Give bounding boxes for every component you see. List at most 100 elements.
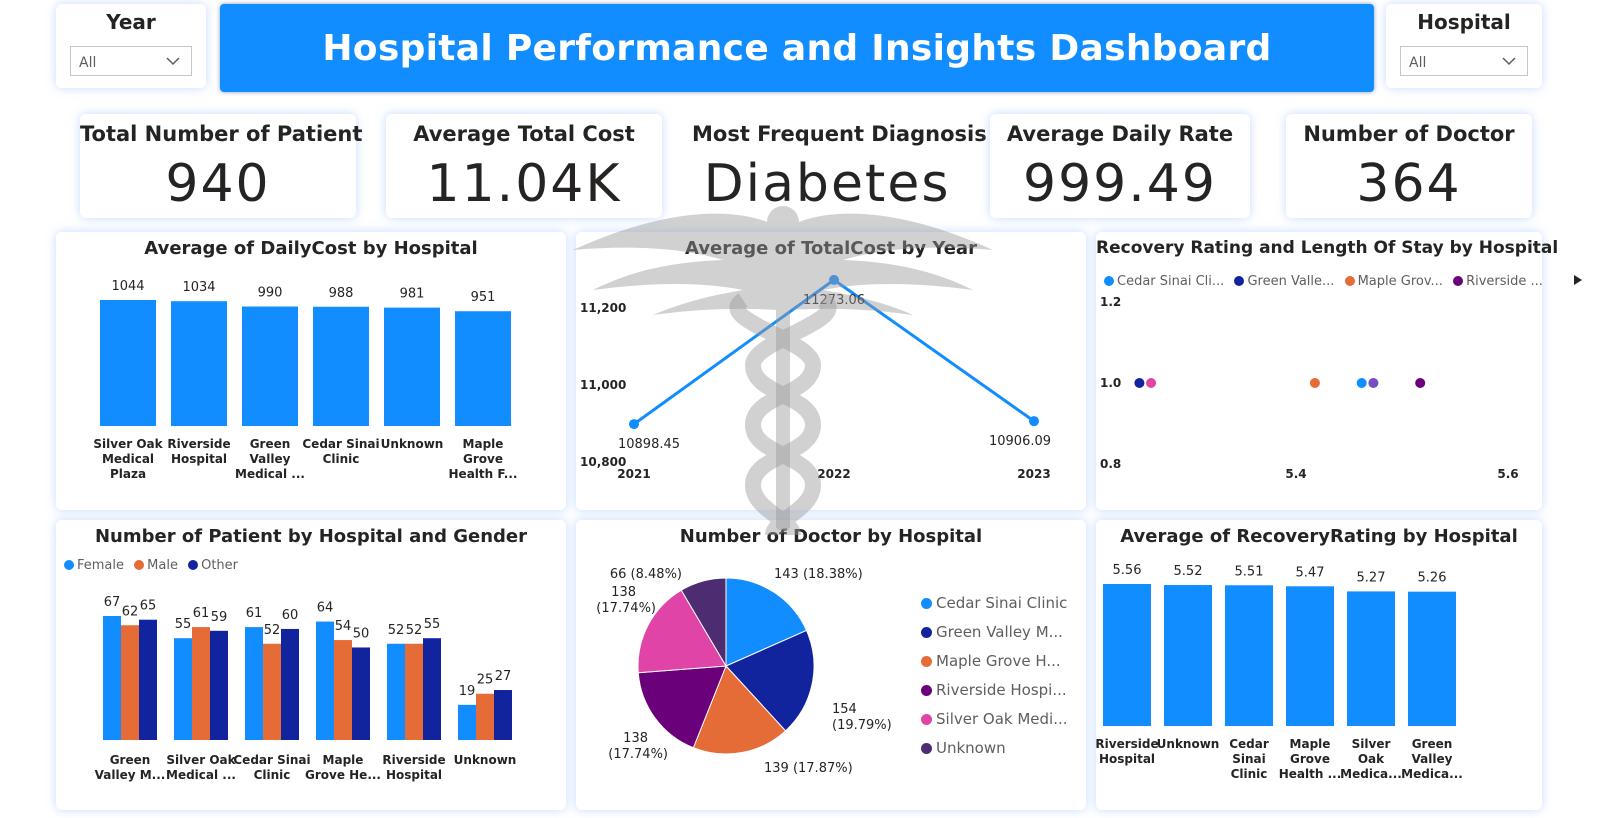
bar bbox=[242, 306, 298, 426]
kpi-title: Most Frequent Diagnosis bbox=[692, 122, 987, 146]
gender-legend: Female Male Other bbox=[64, 558, 244, 573]
pie-slice bbox=[725, 629, 815, 732]
x-tick-label: 2023 bbox=[1017, 467, 1050, 481]
bar bbox=[210, 630, 228, 740]
legend-item[interactable]: Riverside ... bbox=[1453, 274, 1543, 289]
y-tick-label: 11,000 bbox=[580, 378, 626, 392]
legend-item[interactable]: Cedar Sinai Cli... bbox=[1104, 274, 1224, 289]
legend-item[interactable]: Unknown bbox=[921, 739, 1068, 768]
data-label: 50 bbox=[353, 626, 370, 641]
legend-item[interactable]: Female bbox=[64, 558, 124, 573]
scatter-point bbox=[1415, 378, 1426, 388]
pie-slice bbox=[692, 665, 787, 755]
category-label: Hospital bbox=[1099, 752, 1155, 766]
legend-dot bbox=[921, 656, 932, 667]
legend-item[interactable]: Maple Grove H... bbox=[921, 652, 1068, 681]
recovery-los-chart[interactable]: Recovery Rating and Length Of Stay by Ho… bbox=[1096, 232, 1583, 510]
legend-label: Silver Oak Medi... bbox=[936, 710, 1068, 728]
category-label: Riverside bbox=[382, 753, 445, 767]
recovery-rating-chart[interactable]: Average of RecoveryRating by Hospital 5.… bbox=[1096, 520, 1542, 810]
kpi-most-frequent-diagnosis: Most Frequent Diagnosis Diabetes bbox=[692, 114, 987, 218]
data-label: 52 bbox=[388, 623, 405, 638]
chevron-down-icon bbox=[166, 57, 180, 66]
legend-item[interactable]: Silver Oak Medi... bbox=[921, 710, 1068, 739]
category-label: Cedar bbox=[1229, 737, 1269, 751]
kpi-title: Number of Doctor bbox=[1303, 122, 1515, 146]
chevron-down-icon bbox=[1502, 57, 1516, 66]
category-label: Valley bbox=[250, 452, 291, 466]
scatter-point bbox=[1146, 378, 1157, 388]
data-label: 55 bbox=[175, 617, 192, 632]
scatter-point bbox=[1134, 378, 1145, 388]
data-point bbox=[829, 274, 839, 285]
legend-dot bbox=[134, 560, 145, 570]
category-label: Grove bbox=[463, 452, 503, 466]
legend-dot bbox=[921, 685, 932, 696]
category-label: Green bbox=[110, 753, 151, 767]
data-label: 66 (8.48%) bbox=[610, 567, 682, 582]
legend-item[interactable]: Green Valley M... bbox=[921, 623, 1068, 652]
legend-next-icon[interactable] bbox=[1573, 274, 1583, 286]
x-tick-label: 5.6 bbox=[1497, 467, 1518, 481]
category-label: Clinic bbox=[1231, 767, 1268, 781]
data-label: 11273.06 bbox=[803, 293, 865, 308]
legend-item[interactable]: Maple Grov... bbox=[1344, 274, 1443, 289]
kpi-average-total-cost: Average Total Cost 11.04K bbox=[386, 114, 662, 218]
data-label: 1034 bbox=[182, 280, 215, 295]
legend-item[interactable]: Cedar Sinai Clinic bbox=[921, 594, 1068, 623]
category-label: Plaza bbox=[110, 467, 146, 481]
data-label: 61 bbox=[193, 606, 210, 621]
bar bbox=[281, 628, 299, 740]
bar bbox=[494, 690, 512, 740]
total-cost-year-chart[interactable]: Average of TotalCost by Year 11,200 11,00… bbox=[576, 232, 1086, 510]
legend-label: Riverside ... bbox=[1466, 274, 1543, 289]
data-label: 988 bbox=[329, 286, 354, 301]
category-label: Medical ... bbox=[166, 768, 236, 782]
bar bbox=[245, 627, 263, 740]
category-label: Maple bbox=[463, 437, 504, 451]
data-label: 139 (17.87%) bbox=[764, 761, 853, 776]
category-label: Medica... bbox=[1340, 767, 1402, 781]
bar bbox=[316, 621, 334, 740]
bar bbox=[384, 307, 440, 426]
data-label: 61 bbox=[246, 606, 263, 621]
y-tick-label: 10,800 bbox=[580, 455, 626, 469]
chart-title: Average of DailyCost by Hospital bbox=[144, 238, 478, 259]
legend-label: Green Valley M... bbox=[936, 623, 1063, 641]
daily-cost-chart[interactable]: Average of DailyCost by Hospital 1044 Sil… bbox=[56, 232, 566, 510]
patients-gender-chart[interactable]: Number of Patient by Hospital and Gender… bbox=[56, 520, 566, 810]
data-point bbox=[1029, 416, 1039, 427]
chart-title: Recovery Rating and Length Of Stay by Ho… bbox=[1096, 238, 1559, 258]
category-label: Riverside bbox=[167, 437, 230, 451]
data-label: 67 bbox=[104, 595, 121, 610]
data-label: 54 bbox=[335, 619, 352, 634]
legend-item[interactable]: Green Valle... bbox=[1234, 274, 1334, 289]
legend-dot bbox=[1234, 276, 1245, 286]
bar bbox=[458, 704, 476, 740]
legend-dot bbox=[1453, 276, 1464, 286]
category-label: Medical ... bbox=[235, 467, 305, 481]
data-label: 951 bbox=[471, 290, 496, 305]
bar bbox=[171, 301, 227, 426]
legend-item[interactable]: Other bbox=[188, 558, 238, 573]
legend-item[interactable]: Male bbox=[134, 558, 178, 573]
hospital-dropdown[interactable]: All bbox=[1400, 46, 1528, 76]
category-label: Clinic bbox=[323, 452, 360, 466]
recovery-los-scatter: 1.2 1.0 0.8 5.4 5.6 bbox=[1100, 295, 1519, 481]
scatter-legend: Cedar Sinai Cli... Green Valle... Maple … bbox=[1104, 274, 1583, 289]
doctors-pie-chart[interactable]: Number of Doctor by Hospital 143 (18.38%… bbox=[576, 520, 1086, 810]
legend-item[interactable]: Riverside Hospi... bbox=[921, 681, 1068, 710]
year-dropdown[interactable]: All bbox=[70, 46, 192, 76]
data-label: (17.74%) bbox=[608, 747, 668, 762]
category-label: Silver Oak bbox=[166, 753, 236, 767]
bar bbox=[334, 640, 352, 740]
bar bbox=[1347, 591, 1395, 726]
category-label: Maple bbox=[1290, 737, 1331, 751]
data-label: 10898.45 bbox=[618, 437, 680, 452]
legend-label: Riverside Hospi... bbox=[936, 681, 1067, 699]
legend-dot bbox=[921, 598, 932, 609]
bar bbox=[1103, 584, 1151, 726]
data-label: 10906.09 bbox=[989, 434, 1051, 449]
x-tick-label: 2022 bbox=[817, 467, 850, 481]
